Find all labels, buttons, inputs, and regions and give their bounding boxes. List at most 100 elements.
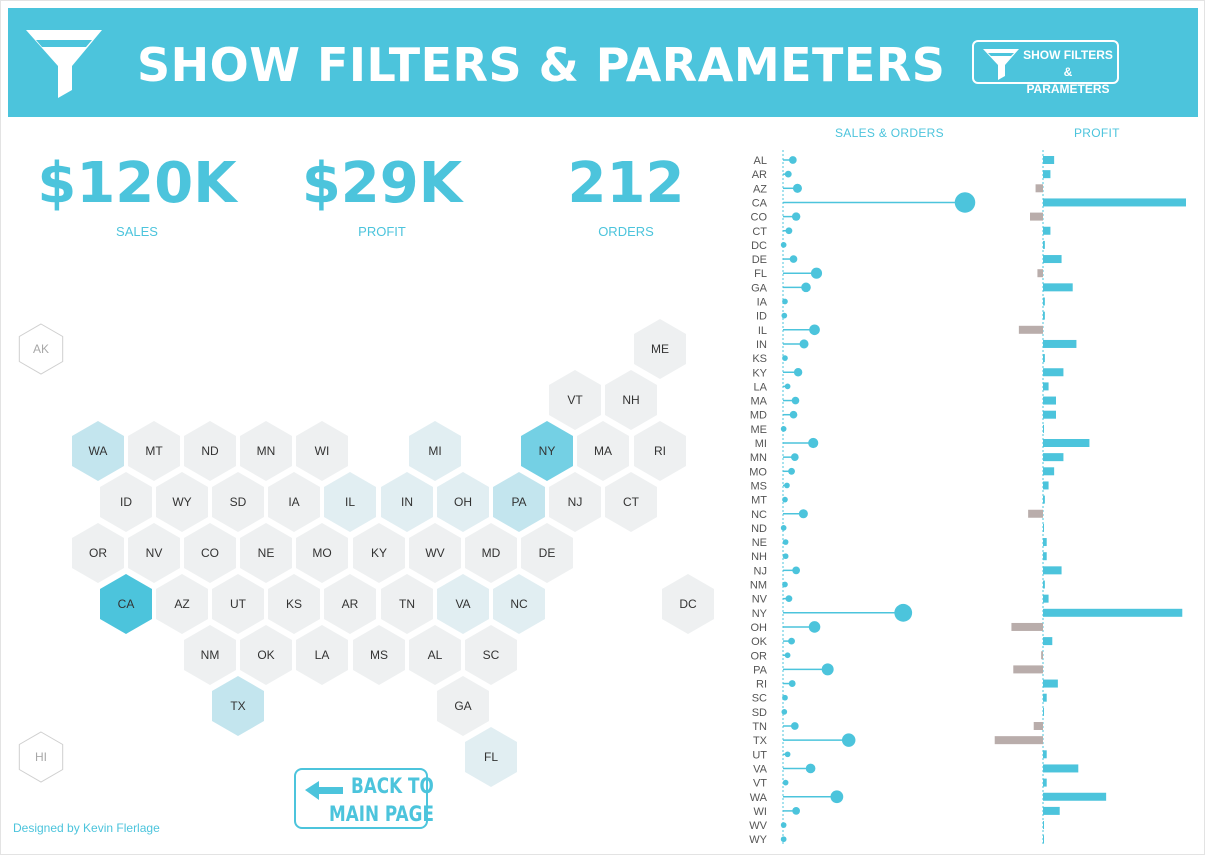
profit-bar[interactable]: [1043, 311, 1045, 320]
orders-dot[interactable]: [790, 453, 799, 461]
profit-bar[interactable]: [1043, 382, 1049, 391]
orders-dot[interactable]: [782, 553, 789, 560]
profit-bar[interactable]: [1043, 283, 1073, 292]
hex-tile-hi[interactable]: HI: [18, 731, 64, 783]
orders-dot[interactable]: [784, 751, 791, 758]
profit-bar[interactable]: [1043, 523, 1044, 532]
hex-tile-az[interactable]: AZ: [156, 574, 208, 634]
hex-tile-co[interactable]: CO: [184, 523, 236, 583]
orders-dot[interactable]: [780, 242, 787, 248]
orders-dot[interactable]: [788, 637, 795, 645]
profit-bar[interactable]: [1043, 693, 1047, 702]
orders-dot[interactable]: [780, 836, 787, 843]
hex-tile-wy[interactable]: WY: [156, 472, 208, 532]
profit-bar[interactable]: [1043, 608, 1183, 617]
hex-tile-nh[interactable]: NH: [605, 370, 657, 430]
hex-tile-nd[interactable]: ND: [184, 421, 236, 481]
orders-dot[interactable]: [784, 170, 792, 178]
orders-dot[interactable]: [784, 652, 791, 659]
orders-dot[interactable]: [780, 525, 787, 531]
orders-dot[interactable]: [785, 227, 793, 235]
profit-bar[interactable]: [1033, 722, 1044, 730]
hex-tile-mi[interactable]: MI: [409, 421, 461, 481]
profit-bar[interactable]: [1043, 538, 1047, 547]
hex-tile-ms[interactable]: MS: [353, 625, 405, 685]
orders-dot[interactable]: [841, 733, 856, 747]
hex-tile-fl[interactable]: FL: [465, 727, 517, 787]
hex-tile-ar[interactable]: AR: [324, 574, 376, 634]
hex-tile-pa[interactable]: PA: [493, 472, 545, 532]
orders-dot[interactable]: [782, 779, 789, 786]
orders-dot[interactable]: [808, 621, 821, 633]
orders-dot[interactable]: [790, 722, 799, 730]
orders-dot[interactable]: [782, 581, 788, 588]
orders-dot[interactable]: [782, 496, 788, 503]
orders-dot[interactable]: [798, 509, 808, 519]
hex-tile-dc[interactable]: DC: [662, 574, 714, 634]
profit-bar[interactable]: [1043, 297, 1045, 306]
hex-tile-de[interactable]: DE: [521, 523, 573, 583]
hex-tile-mt[interactable]: MT: [128, 421, 180, 481]
hex-tile-ca[interactable]: CA: [100, 574, 152, 634]
profit-bar[interactable]: [1043, 580, 1045, 589]
orders-dot[interactable]: [801, 282, 811, 293]
orders-dot[interactable]: [791, 212, 801, 221]
hex-tile-ok[interactable]: OK: [240, 625, 292, 685]
orders-dot[interactable]: [830, 790, 844, 804]
profit-bar[interactable]: [1043, 835, 1044, 844]
profit-bar[interactable]: [1043, 240, 1045, 249]
hex-tile-wv[interactable]: WV: [409, 523, 461, 583]
hex-tile-in[interactable]: IN: [381, 472, 433, 532]
hex-tile-nm[interactable]: NM: [184, 625, 236, 685]
profit-bar[interactable]: [1043, 424, 1044, 433]
hex-tile-ia[interactable]: IA: [268, 472, 320, 532]
orders-dot[interactable]: [808, 437, 819, 449]
hex-tile-ne[interactable]: NE: [240, 523, 292, 583]
profit-bar[interactable]: [1043, 495, 1045, 504]
profit-bar[interactable]: [1043, 821, 1044, 830]
profit-bar[interactable]: [1043, 170, 1051, 179]
profit-bar[interactable]: [1043, 453, 1064, 462]
profit-bar[interactable]: [1028, 509, 1044, 518]
profit-bar[interactable]: [1043, 806, 1060, 815]
orders-dot[interactable]: [780, 426, 787, 432]
profit-bar[interactable]: [1030, 212, 1043, 221]
orders-dot[interactable]: [789, 156, 797, 164]
profit-bar[interactable]: [1043, 439, 1090, 447]
profit-bar[interactable]: [1043, 552, 1047, 561]
profit-bar[interactable]: [1043, 679, 1058, 688]
profit-bar[interactable]: [1043, 481, 1049, 490]
hex-tile-al[interactable]: AL: [409, 625, 461, 685]
profit-bar[interactable]: [1043, 156, 1055, 164]
profit-bar[interactable]: [1043, 410, 1056, 419]
hex-tile-oh[interactable]: OH: [437, 472, 489, 532]
profit-bar[interactable]: [1043, 594, 1049, 603]
profit-bar[interactable]: [1035, 184, 1044, 193]
orders-dot[interactable]: [784, 482, 790, 489]
orders-dot[interactable]: [793, 368, 803, 377]
hex-tile-tx[interactable]: TX: [212, 676, 264, 736]
profit-bar[interactable]: [1043, 637, 1053, 646]
profit-bar[interactable]: [1043, 396, 1056, 405]
profit-bar[interactable]: [1043, 778, 1047, 787]
hex-tile-or[interactable]: OR: [72, 523, 124, 583]
profit-bar[interactable]: [1043, 226, 1051, 235]
hex-tile-vt[interactable]: VT: [549, 370, 601, 430]
orders-dot[interactable]: [792, 566, 800, 575]
hex-tile-me[interactable]: ME: [634, 319, 686, 379]
orders-dot[interactable]: [782, 694, 788, 701]
profit-bar[interactable]: [1043, 707, 1044, 716]
hex-tile-nv[interactable]: NV: [128, 523, 180, 583]
hex-tile-md[interactable]: MD: [465, 523, 517, 583]
orders-dot[interactable]: [799, 339, 809, 349]
hex-tile-ct[interactable]: CT: [605, 472, 657, 532]
orders-dot[interactable]: [821, 663, 834, 676]
orders-dot[interactable]: [789, 255, 798, 263]
profit-bar[interactable]: [1043, 792, 1107, 801]
profit-bar[interactable]: [1043, 354, 1045, 363]
hex-tile-ky[interactable]: KY: [353, 523, 405, 583]
profit-bar[interactable]: [1043, 339, 1077, 348]
orders-dot[interactable]: [782, 298, 788, 305]
hex-tile-ma[interactable]: MA: [577, 421, 629, 481]
orders-dot[interactable]: [894, 603, 913, 622]
